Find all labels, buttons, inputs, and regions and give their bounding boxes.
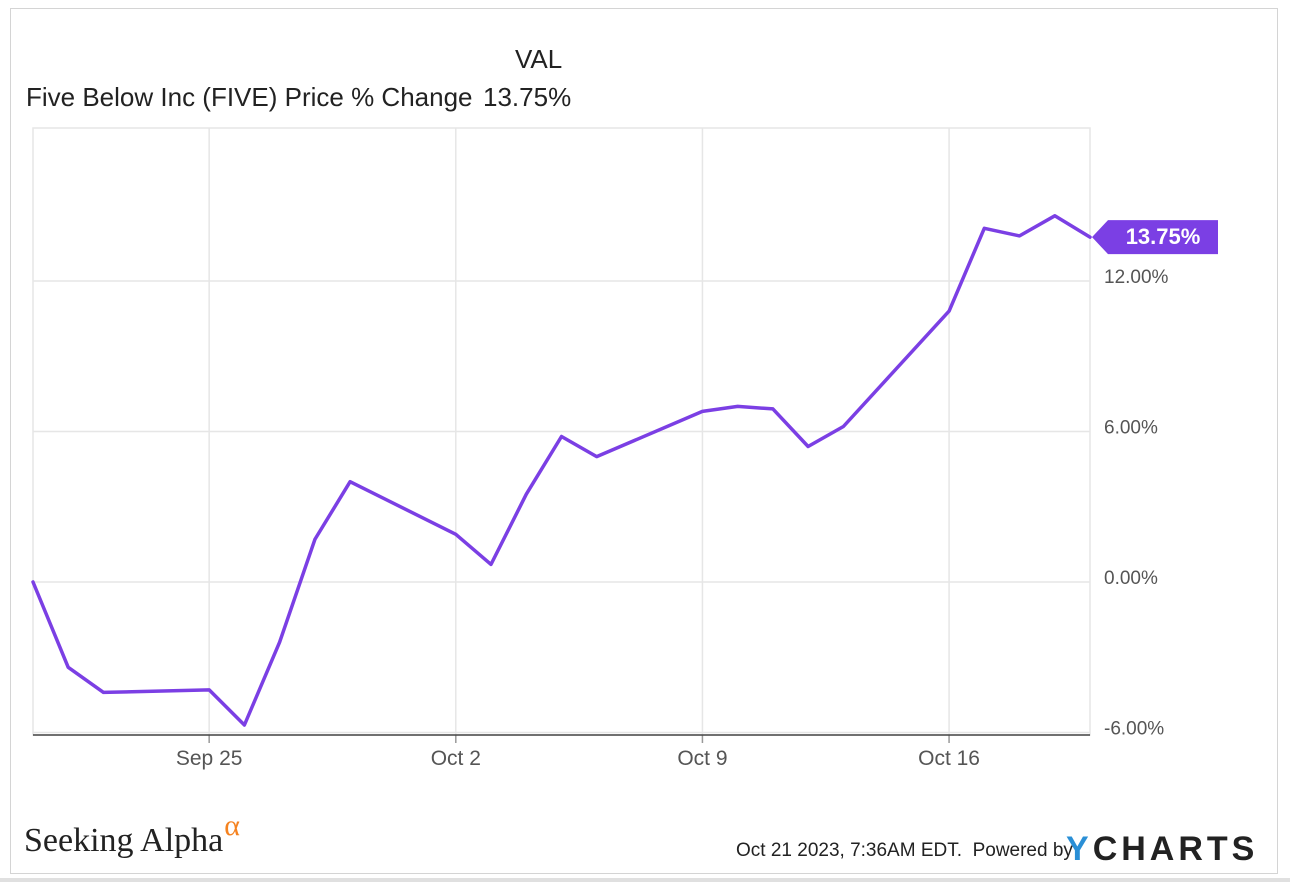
seeking-alpha-logo: Seeking Alphaα: [24, 809, 240, 860]
legend-row: Five Below Inc (FIVE) Price % Change 13.…: [26, 82, 571, 113]
last-value-badge: [1092, 220, 1218, 255]
y-tick-label: 12.00%: [1104, 267, 1169, 288]
x-tick-label: Oct 16: [918, 747, 980, 770]
ycharts-wordmark: CHARTS: [1092, 830, 1259, 868]
powered-by: Powered by: [972, 840, 1073, 861]
series-line: [31, 214, 1092, 727]
chart-frame: [10, 8, 1278, 874]
ycharts-y-mark: Y: [1066, 830, 1093, 868]
timestamp: Oct 21 2023, 7:36AM EDT.: [736, 840, 963, 861]
x-tick-label: Oct 9: [677, 747, 727, 770]
y-tick-label: 6.00%: [1104, 418, 1158, 439]
footer-meta: Oct 21 2023, 7:36AM EDT. Powered by: [736, 840, 1073, 862]
last-value-label: 13.75%: [1126, 224, 1201, 249]
axes: -6.00% 0.00% 6.00% 12.00% Sep 25 Oct 2 Oct 9 Oc…: [33, 267, 1169, 770]
ycharts-logo: YCHARTS: [1066, 830, 1258, 869]
grid: [32, 127, 1091, 736]
legend-column-header: VAL: [515, 44, 563, 74]
x-tick-label: Oct 2: [431, 747, 481, 770]
value-labels: 13.75%: [1092, 220, 1218, 255]
series: [31, 214, 1092, 727]
brand-name: Seeking Alpha: [24, 822, 224, 859]
alpha-icon: α: [224, 809, 240, 842]
legend-series-value: 13.75%: [483, 82, 572, 112]
y-tick-label: 0.00%: [1104, 568, 1158, 589]
y-tick-label: -6.00%: [1104, 719, 1164, 740]
legend-series-label: Five Below Inc (FIVE) Price % Change: [26, 82, 473, 112]
x-tick-label: Sep 25: [176, 747, 243, 770]
bottom-rule: [0, 878, 1290, 882]
